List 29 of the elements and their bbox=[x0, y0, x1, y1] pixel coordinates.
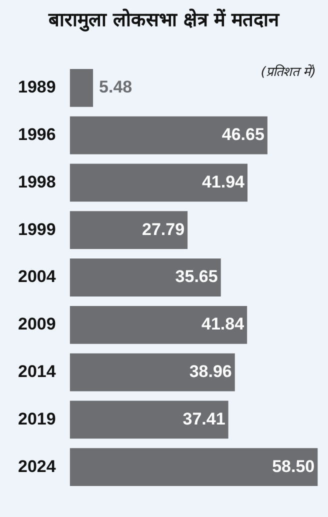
data-label: 58.50 bbox=[272, 456, 315, 476]
data-label: 35.65 bbox=[175, 267, 218, 286]
y-tick-label: 1989 bbox=[18, 78, 56, 97]
data-label: 5.48 bbox=[99, 78, 132, 97]
bar bbox=[70, 448, 318, 486]
bar bbox=[70, 116, 268, 154]
bar bbox=[70, 258, 221, 296]
y-tick-label: 2004 bbox=[18, 267, 56, 286]
bar bbox=[70, 400, 228, 439]
chart-title: बारामुला लोकसभा क्षेत्र में मतदान bbox=[47, 8, 281, 34]
data-label: 41.84 bbox=[202, 314, 245, 334]
data-label: 27.79 bbox=[142, 220, 185, 239]
y-tick-label: 1999 bbox=[18, 220, 56, 239]
y-tick-label: 1996 bbox=[18, 124, 56, 144]
annotation: (प्रतिशत में) bbox=[260, 63, 316, 80]
data-label: 38.96 bbox=[189, 362, 232, 381]
y-tick-label: 2024 bbox=[18, 456, 56, 476]
y-tick-label: 1998 bbox=[18, 172, 56, 192]
y-tick-label: 2009 bbox=[18, 314, 56, 334]
data-label: 41.94 bbox=[202, 172, 246, 192]
data-label: 37.41 bbox=[182, 409, 226, 428]
y-tick-label: 2014 bbox=[18, 362, 56, 381]
bar bbox=[70, 353, 235, 392]
bar bbox=[70, 68, 94, 107]
bar bbox=[70, 211, 188, 250]
bar bbox=[70, 164, 248, 202]
bar bbox=[70, 306, 248, 344]
data-label: 46.65 bbox=[222, 124, 264, 144]
y-tick-label: 2019 bbox=[18, 409, 56, 428]
